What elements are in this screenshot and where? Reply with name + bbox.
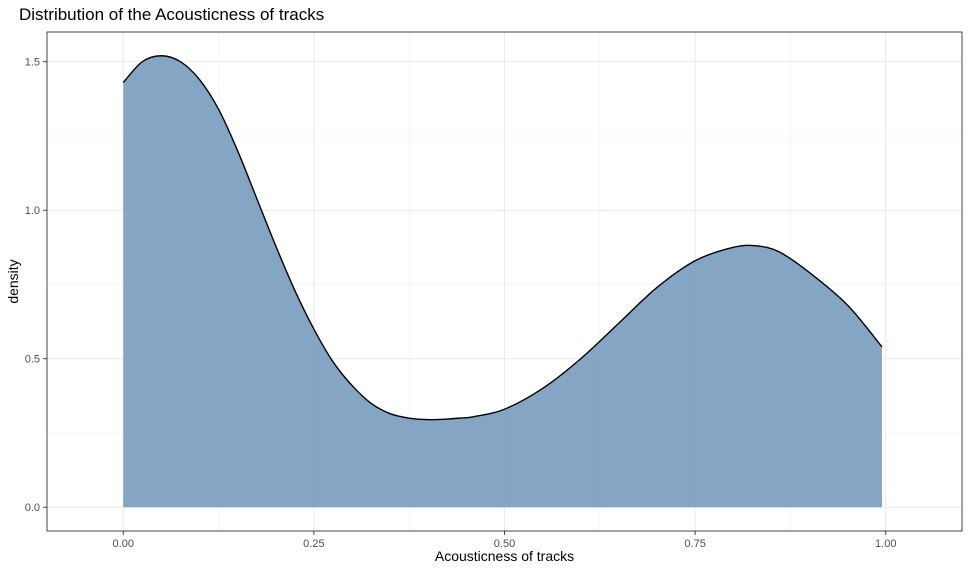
x-tick-label: 0.00 (113, 538, 134, 550)
x-tick-label: 1.00 (875, 538, 896, 550)
x-tick-label: 0.25 (303, 538, 324, 550)
x-tick-label: 0.75 (684, 538, 705, 550)
y-axis-title: density (5, 259, 21, 303)
density-line (122, 55, 883, 421)
y-tick-label: 0.5 (25, 354, 40, 366)
x-axis-title: Acousticness of tracks (435, 548, 574, 564)
x-tick-label: 0.50 (494, 538, 515, 550)
y-tick-label: 1.5 (25, 57, 40, 69)
y-tick-label: 1.0 (25, 205, 40, 217)
density-area (123, 55, 882, 508)
y-tick-label: 0.0 (25, 502, 40, 514)
chart-title: Distribution of the Acousticness of trac… (19, 5, 324, 24)
density-area-layer (122, 55, 883, 508)
axes: 0.00 0.25 0.50 0.75 1.00 0.0 0.5 1.0 1.5 (25, 57, 897, 550)
